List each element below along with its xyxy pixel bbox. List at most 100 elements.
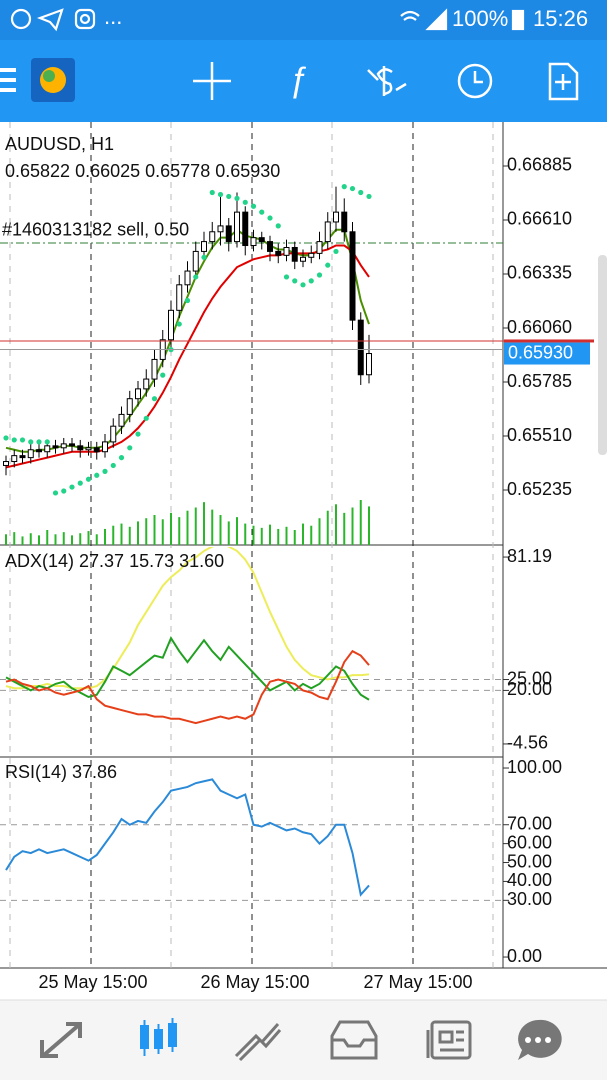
candle-body	[36, 449, 42, 453]
candle-body	[19, 455, 26, 459]
candle-body	[333, 211, 339, 223]
candle-body	[85, 447, 92, 451]
clock-text: 15:26	[533, 6, 588, 31]
sar-dot	[36, 439, 42, 445]
candle-body	[366, 353, 372, 376]
volume-bar	[120, 523, 123, 545]
volume-bar	[54, 534, 57, 545]
volume-bar	[194, 507, 197, 545]
candle-body	[102, 441, 108, 453]
trade-button[interactable]	[367, 66, 407, 96]
sar-dot	[127, 445, 133, 451]
candle-body	[143, 378, 150, 390]
y-tick-label: 20.00	[507, 679, 552, 699]
y-tick-label: 0.65785	[507, 371, 572, 391]
y-tick-label: -4.56	[507, 733, 548, 753]
candle-body	[168, 309, 174, 341]
trade-tab[interactable]	[234, 1023, 282, 1062]
volume-bar	[79, 533, 82, 545]
candle-body	[357, 319, 364, 376]
candle-body	[291, 246, 298, 262]
sar-dot	[61, 488, 67, 494]
volume-bar	[186, 510, 189, 545]
volume-bar	[293, 530, 296, 545]
candle-body	[308, 252, 315, 258]
candle-body	[283, 246, 290, 256]
volume-bar	[71, 535, 73, 545]
candle-body	[11, 455, 18, 463]
quotes-tab[interactable]	[40, 1022, 82, 1058]
volume-bar	[87, 531, 90, 545]
candle-body	[52, 445, 59, 449]
battery-text: 100%	[452, 6, 508, 31]
candle-body	[242, 211, 249, 247]
indicators-button[interactable]: ƒ	[289, 61, 308, 100]
sar-dot	[358, 189, 364, 196]
chat-tab[interactable]	[518, 1019, 562, 1060]
candle-body	[93, 447, 100, 453]
history-tab[interactable]	[330, 1020, 378, 1060]
news-tab[interactable]	[426, 1020, 472, 1060]
sar-dot	[300, 282, 306, 288]
sar-dot	[259, 209, 265, 215]
sar-dot	[283, 274, 290, 280]
sar-dot	[308, 278, 314, 284]
y-tick-label: 40.00	[507, 870, 552, 890]
volume-bar	[269, 524, 271, 545]
sar-dot	[341, 184, 347, 190]
sar-dot	[28, 439, 34, 445]
period-button[interactable]	[457, 63, 493, 99]
candle-body	[184, 270, 191, 286]
x-tick-label: 27 May 15:00	[363, 972, 472, 992]
volume-bar	[359, 500, 362, 545]
volume-bar	[227, 521, 230, 545]
volume-bar	[153, 515, 156, 545]
volume-bar	[95, 534, 98, 545]
sar-dot	[94, 472, 100, 478]
candle-body	[324, 221, 331, 243]
sar-dot	[44, 439, 50, 445]
candle-body	[225, 225, 232, 243]
crosshair-button[interactable]	[193, 62, 231, 100]
bid-marker	[504, 342, 590, 365]
y-tick-label: 0.65235	[507, 479, 572, 499]
y-tick-label: 0.00	[507, 946, 542, 966]
templates-button[interactable]	[548, 62, 579, 101]
volume-bar	[145, 518, 148, 545]
sar-dot	[250, 203, 257, 209]
sar-dot	[176, 321, 182, 327]
y-tick-label: 0.66885	[507, 155, 572, 175]
volume-bar	[178, 517, 181, 545]
sar-dot	[143, 415, 149, 421]
sar-dot	[85, 476, 92, 482]
candle-body	[60, 443, 67, 449]
y-tick-label: 81.19	[507, 546, 552, 566]
volume-bar	[5, 534, 7, 545]
y-tick-label: 25.00	[507, 668, 552, 688]
candle-body	[275, 250, 282, 256]
menu-button[interactable]	[0, 68, 16, 92]
y-tick-label: 0.66060	[507, 317, 572, 337]
panel-subtitle: 0.65822 0.66025 0.65778 0.65930	[5, 161, 280, 181]
candle-body	[44, 445, 51, 453]
bid-label: 0.65930	[508, 342, 573, 362]
panel-title: AUDUSD, H1	[5, 134, 114, 154]
candle-body	[27, 449, 34, 459]
volume-bar	[236, 517, 238, 545]
indicator-line	[5, 778, 370, 897]
sar-dot	[160, 372, 166, 378]
chart-tab[interactable]	[140, 1018, 177, 1056]
candle-body	[341, 211, 348, 233]
app-icon[interactable]	[31, 58, 75, 102]
sar-dot	[151, 396, 158, 402]
panel	[0, 184, 503, 545]
y-tick-label: 100.00	[507, 757, 562, 777]
candle-body	[234, 211, 240, 243]
scrollbar[interactable]	[598, 255, 607, 455]
volume-bar	[318, 518, 321, 545]
volume-bar	[38, 535, 40, 545]
sar-dot	[3, 435, 9, 441]
volume-bar	[13, 532, 16, 545]
panel-title: ADX(14) 27.37 15.73 31.60	[5, 551, 224, 571]
